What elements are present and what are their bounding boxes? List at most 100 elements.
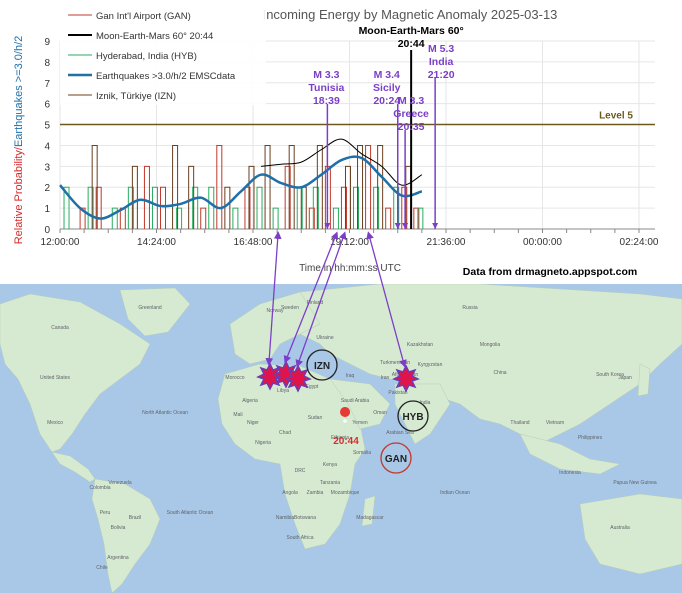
map-place-label-33: Greenland xyxy=(138,305,162,311)
izn-spike-11 xyxy=(357,144,364,229)
chart-panel: 0 1 2 3 4 5 6 7 8 9 12:00:00 14:24:00 16:48:00 19:12… xyxy=(0,0,682,284)
gan-spike-4 xyxy=(160,186,167,229)
izn-spike-5 xyxy=(248,165,255,229)
y-axis-label: Relative Probability/Earthquakes >=3.0/h… xyxy=(13,36,25,245)
izn-spike-9 xyxy=(316,144,323,229)
map-place-label-47: Arabian Sea xyxy=(386,430,414,436)
greenland-shape xyxy=(119,287,191,337)
quake-label-3-0: M 3.3 xyxy=(398,95,424,107)
map-place-label-51: Zambia xyxy=(307,490,324,496)
station-spike-series xyxy=(63,144,424,229)
map-place-label-27: Indonesia xyxy=(559,470,581,476)
map-place-label-38: Colombia xyxy=(89,485,110,491)
hyb-spike-15 xyxy=(373,186,380,229)
map-place-label-28: Australia xyxy=(610,525,630,531)
japan-shape xyxy=(637,363,651,397)
quake-label-1-2: 20:24 xyxy=(373,95,400,107)
hyb-spike-12 xyxy=(312,186,319,229)
map-place-label-9: Ethiopia xyxy=(331,435,349,441)
y-tick-label-0: 0 xyxy=(44,225,50,236)
quake-arrowhead-2 xyxy=(432,223,439,229)
map-place-label-10: Kenya xyxy=(323,462,337,468)
map-place-label-23: Kazakhstan xyxy=(407,342,433,348)
izn-spike-12 xyxy=(377,144,384,229)
legend-entry-2: Hyderabad, India (HYB) xyxy=(96,51,197,62)
madagascar-shape xyxy=(361,495,376,527)
map-place-label-48: Ukraine xyxy=(316,335,333,341)
map-place-label-34: Canada xyxy=(51,325,69,331)
map-place-label-58: Philippines xyxy=(578,435,603,441)
envelope-series-line xyxy=(260,138,423,186)
quake-label-0-0: M 3.3 xyxy=(313,69,339,81)
quake-label-1-0: M 3.4 xyxy=(374,69,400,81)
map-place-label-15: Madagascar xyxy=(356,515,384,521)
map-place-label-53: DRC xyxy=(295,468,306,474)
x-tick-label-6: 02:24:00 xyxy=(620,237,659,248)
map-place-label-60: South Korea xyxy=(596,372,624,378)
hyb-spike-0 xyxy=(63,186,70,229)
quake-label-0-2: 18:39 xyxy=(313,95,340,107)
map-place-label-24: Mongolia xyxy=(480,342,501,348)
map-place-label-14: South Africa xyxy=(287,535,314,541)
map-place-label-61: Papua New Guinea xyxy=(613,480,657,486)
australia-shape xyxy=(579,493,682,575)
izn-spike-4 xyxy=(224,186,231,229)
gan-spike-6 xyxy=(216,144,223,229)
map-place-label-45: South Atlantic Ocean xyxy=(167,510,214,516)
moon-event-label: Moon-Earth-Mars 60° xyxy=(359,25,464,37)
quake-label-1-1: Sicily xyxy=(373,82,401,94)
data-source-label: Data from drmagneto.appspot.com xyxy=(463,266,637,278)
map-place-label-43: Chile xyxy=(96,565,108,571)
y-tick-label-8: 8 xyxy=(44,58,50,69)
hyb-spike-7 xyxy=(208,186,215,229)
hyb-spike-9 xyxy=(256,186,263,229)
x-axis-label: Time in hh:mm:ss UTC xyxy=(299,263,401,274)
quake-label-3-2: 20:35 xyxy=(398,121,425,133)
map-place-label-16: Saudi Arabia xyxy=(341,398,370,404)
gan-circle-marker xyxy=(380,442,412,474)
india-shape xyxy=(394,383,451,445)
y-tick-label-7: 7 xyxy=(44,79,50,90)
map-place-label-11: Tanzania xyxy=(320,480,340,486)
map-place-label-5: Mali xyxy=(233,412,242,418)
legend-entry-3: Earthquakes >3.0/h/2 EMSCdata xyxy=(96,71,236,82)
legend-entry-4: Iznik, Türkiye (IZN) xyxy=(96,91,176,102)
gan-spike-3 xyxy=(143,165,150,229)
map-place-label-57: Vietnam xyxy=(546,420,564,426)
map-place-label-17: Iran xyxy=(381,375,390,381)
x-tick-label-4: 21:36:00 xyxy=(427,237,466,248)
moon-event-time: 20:44 xyxy=(398,38,425,50)
hyb-spike-1 xyxy=(87,186,94,229)
hyb-spike-2 xyxy=(111,207,118,229)
hyb-spike-10 xyxy=(272,207,279,229)
izn-spike-6 xyxy=(264,144,271,229)
map-place-label-26: Thailand xyxy=(510,420,529,426)
map-place-label-55: Yemen xyxy=(352,420,368,426)
map-place-label-4: Niger xyxy=(247,420,259,426)
map-place-label-41: Bolivia xyxy=(111,525,126,531)
map-place-label-7: Nigeria xyxy=(255,440,271,446)
gan-spike-7 xyxy=(244,186,251,229)
quake-arrowhead-1 xyxy=(394,223,401,229)
level5-label: Level 5 xyxy=(599,111,633,122)
burst-icon-india xyxy=(392,364,420,393)
world-map: Morocco Algeria Libya Egypt Niger Mali Sudan Ni… xyxy=(0,284,682,593)
location-pin-icon xyxy=(340,407,351,429)
quake-label-2-0: M 5.3 xyxy=(428,43,454,55)
x-tick-label-5: 00:00:00 xyxy=(523,237,562,248)
izn-marker-label: IZN xyxy=(314,361,330,372)
arabia-shape xyxy=(329,378,391,430)
map-place-label-13: Namibia xyxy=(276,515,295,521)
southeast-asia-shape xyxy=(519,433,621,475)
legend-entry-1: Moon-Earth-Mars 60° 20:44 xyxy=(96,31,213,42)
gan-spike-11 xyxy=(340,186,347,229)
hyb-spike-8 xyxy=(232,207,239,229)
map-place-label-40: Brazil xyxy=(129,515,142,521)
map-place-label-0: Morocco xyxy=(225,375,244,381)
izn-spike-0 xyxy=(91,144,98,229)
gan-spike-9 xyxy=(308,207,315,229)
quake-label-2-2: 21:20 xyxy=(428,69,455,81)
x-tick-label-0: 12:00:00 xyxy=(41,237,80,248)
map-place-label-52: Botswana xyxy=(294,515,316,521)
